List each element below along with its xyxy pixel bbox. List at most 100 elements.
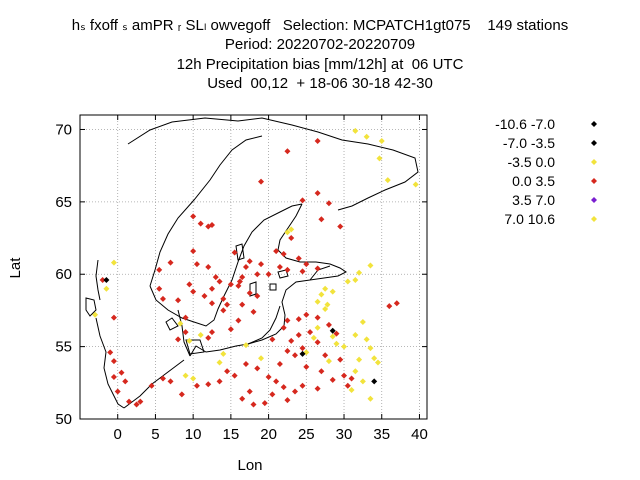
station-point — [374, 359, 381, 366]
station-point — [227, 326, 234, 333]
station-point — [122, 378, 129, 385]
station-point — [156, 266, 163, 273]
legend-label: -3.5 0.0 — [508, 154, 556, 170]
legend-marker — [591, 178, 597, 184]
station-point — [284, 347, 291, 354]
station-point — [193, 382, 200, 389]
station-point — [193, 261, 200, 268]
station-point — [291, 388, 298, 395]
station-point — [224, 301, 231, 308]
station-point — [254, 271, 261, 278]
legend-label: -10.6 -7.0 — [495, 116, 555, 132]
station-point — [303, 363, 310, 370]
station-point — [258, 261, 265, 268]
station-point — [318, 291, 325, 298]
station-point — [231, 249, 238, 256]
station-point — [99, 277, 106, 284]
station-point — [239, 301, 246, 308]
station-point — [197, 220, 204, 227]
station-point — [220, 295, 227, 302]
station-point — [352, 277, 359, 284]
station-point — [103, 277, 110, 284]
station-point — [254, 292, 261, 299]
station-point — [348, 387, 355, 394]
station-point — [325, 321, 332, 328]
legend-marker — [591, 121, 597, 127]
station-point — [167, 259, 174, 266]
x-tick-label: 35 — [373, 426, 390, 443]
station-point — [190, 288, 197, 295]
station-point — [258, 355, 265, 362]
station-point — [205, 264, 212, 270]
station-point — [216, 378, 223, 385]
station-point — [314, 385, 321, 392]
station-point — [148, 382, 155, 389]
station-point — [110, 374, 117, 381]
legend-label: 3.5 7.0 — [512, 192, 555, 208]
station-point — [197, 332, 204, 339]
station-point — [333, 340, 340, 347]
station-point — [288, 235, 295, 242]
station-point — [273, 248, 280, 255]
station-point — [118, 369, 125, 376]
station-point — [310, 334, 317, 341]
station-point — [329, 333, 336, 340]
station-point — [284, 317, 291, 324]
station-point — [344, 382, 351, 389]
station-point — [384, 177, 391, 184]
station-point — [201, 292, 208, 299]
station-point — [137, 398, 144, 405]
station-point — [212, 274, 219, 281]
station-point — [273, 378, 280, 385]
station-point — [371, 378, 378, 385]
axis-ticks: 0 5 10 15 20 25 30 35 40 50 55 60 65 70 — [55, 115, 428, 443]
station-point — [250, 401, 257, 408]
station-point — [356, 356, 363, 363]
y-tick-label: 70 — [55, 121, 72, 138]
legend-marker — [591, 197, 597, 203]
station-point — [371, 355, 378, 362]
station-point — [209, 222, 216, 229]
station-point — [114, 388, 121, 395]
station-point — [178, 391, 185, 398]
station-point — [352, 368, 359, 375]
station-point — [227, 281, 234, 288]
station-point — [280, 384, 287, 391]
legend-label: 0.0 3.5 — [512, 173, 555, 189]
x-tick-label: 40 — [411, 426, 428, 443]
station-point — [156, 285, 163, 292]
station-point — [299, 382, 306, 389]
station-point — [344, 278, 351, 285]
station-point — [242, 264, 249, 270]
station-point — [280, 324, 287, 331]
station-point — [352, 127, 359, 134]
station-point — [359, 378, 366, 385]
y-tick-label: 55 — [55, 339, 72, 356]
station-point — [175, 297, 182, 304]
grid-lines — [80, 115, 427, 420]
station-point — [126, 398, 133, 405]
station-point — [303, 311, 310, 318]
station-point — [186, 337, 193, 344]
station-point — [209, 285, 216, 292]
station-point — [314, 339, 321, 346]
station-point — [190, 213, 197, 220]
station-point — [110, 314, 117, 321]
station-point — [393, 300, 400, 307]
station-point — [239, 274, 246, 281]
station-point — [299, 350, 306, 357]
station-point — [250, 308, 257, 315]
station-point — [246, 290, 253, 297]
station-point — [261, 400, 268, 407]
x-axis-label: Lon — [237, 457, 262, 474]
station-point — [333, 330, 340, 337]
station-point — [324, 301, 331, 308]
station-point — [299, 345, 306, 352]
x-tick-label: 5 — [151, 426, 159, 443]
station-point — [265, 374, 272, 381]
station-point — [314, 190, 321, 197]
station-point — [209, 300, 216, 307]
station-point — [386, 303, 393, 310]
station-point — [216, 359, 223, 366]
